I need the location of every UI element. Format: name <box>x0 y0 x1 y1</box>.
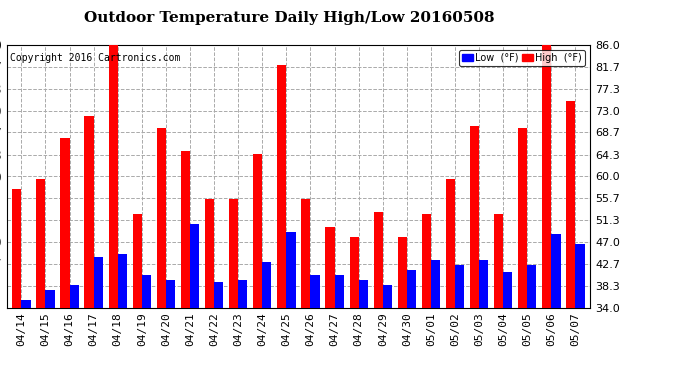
Bar <box>108 45 118 375</box>
Bar <box>286 232 295 375</box>
Bar <box>157 128 166 375</box>
Bar <box>277 65 286 375</box>
Bar <box>229 199 238 375</box>
Bar <box>181 151 190 375</box>
Legend: Low  (°F), High  (°F): Low (°F), High (°F) <box>459 50 585 66</box>
Bar <box>431 260 440 375</box>
Bar <box>253 153 262 375</box>
Bar <box>70 285 79 375</box>
Bar <box>262 262 271 375</box>
Bar <box>575 244 584 375</box>
Bar <box>12 189 21 375</box>
Bar <box>310 274 319 375</box>
Bar <box>551 234 560 375</box>
Bar <box>118 255 127 375</box>
Bar <box>470 126 479 375</box>
Bar <box>503 272 513 375</box>
Bar <box>335 274 344 375</box>
Bar <box>190 224 199 375</box>
Bar <box>518 128 527 375</box>
Bar <box>479 260 489 375</box>
Bar <box>166 280 175 375</box>
Bar <box>94 257 103 375</box>
Bar <box>61 138 70 375</box>
Bar <box>359 280 368 375</box>
Bar <box>397 237 407 375</box>
Bar <box>527 265 536 375</box>
Bar <box>21 300 30 375</box>
Bar <box>214 282 224 375</box>
Bar <box>46 290 55 375</box>
Bar <box>455 265 464 375</box>
Bar <box>422 214 431 375</box>
Bar <box>238 280 247 375</box>
Bar <box>383 285 392 375</box>
Bar <box>302 199 310 375</box>
Bar <box>494 214 503 375</box>
Bar <box>542 45 551 375</box>
Bar <box>407 270 416 375</box>
Bar <box>566 100 575 375</box>
Bar <box>205 199 214 375</box>
Text: Copyright 2016 Cartronics.com: Copyright 2016 Cartronics.com <box>10 53 180 63</box>
Bar <box>350 237 359 375</box>
Bar <box>37 179 46 375</box>
Bar <box>132 214 142 375</box>
Bar <box>84 116 94 375</box>
Bar <box>326 227 335 375</box>
Bar <box>446 179 455 375</box>
Bar <box>142 274 151 375</box>
Bar <box>373 211 383 375</box>
Text: Outdoor Temperature Daily High/Low 20160508: Outdoor Temperature Daily High/Low 20160… <box>84 11 495 25</box>
